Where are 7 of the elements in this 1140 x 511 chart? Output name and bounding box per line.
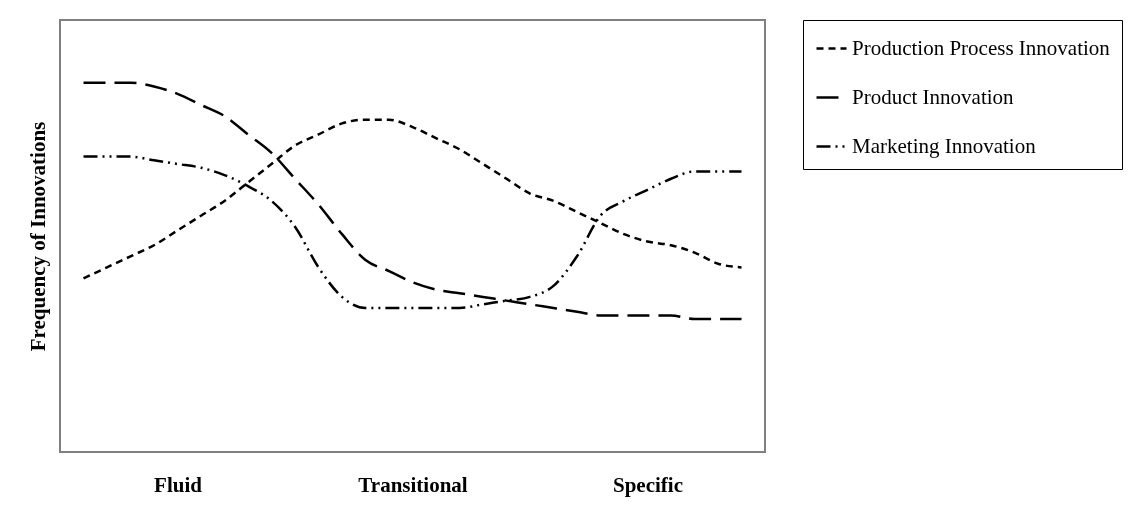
- legend-label: Marketing Innovation: [852, 133, 1037, 158]
- legend-label: Production Process Innovation: [852, 35, 1111, 60]
- x-tick-label: Transitional: [358, 472, 468, 497]
- y-axis-title: Frequency of Innovations: [25, 121, 50, 352]
- x-tick-label: Fluid: [154, 472, 203, 497]
- legend-label: Product Innovation: [852, 84, 1015, 109]
- x-tick-label: Specific: [613, 472, 683, 497]
